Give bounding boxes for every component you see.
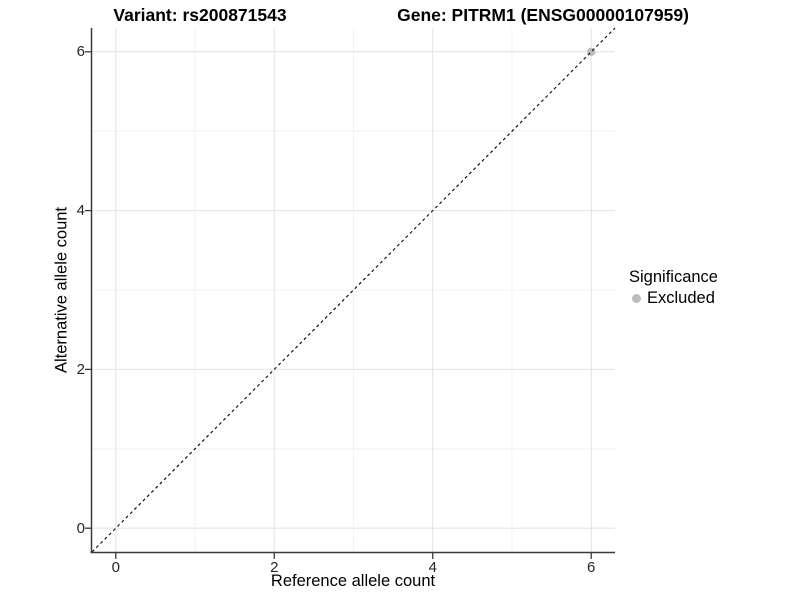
excluded-point-swatch-icon bbox=[632, 294, 641, 303]
legend: Significance Excluded bbox=[629, 268, 718, 308]
x-tick-label: 6 bbox=[587, 559, 596, 576]
x-tick-label: 4 bbox=[428, 559, 437, 576]
y-tick-label: 0 bbox=[76, 519, 85, 537]
y-axis-title: Alternative allele count bbox=[52, 206, 71, 374]
y-tick-label: 4 bbox=[76, 202, 85, 220]
x-tick-label: 0 bbox=[111, 559, 120, 576]
y-tick-label: 6 bbox=[76, 43, 85, 61]
legend-item-excluded: Excluded bbox=[629, 289, 718, 308]
plot-title-gene: Gene: PITRM1 (ENSG00000107959) bbox=[397, 5, 689, 25]
x-tick-label: 2 bbox=[270, 559, 279, 576]
legend-item-label: Excluded bbox=[647, 289, 715, 307]
plot-title-variant: Variant: rs200871543 bbox=[113, 5, 287, 25]
legend-title: Significance bbox=[629, 268, 718, 286]
x-axis-title: Reference allele count bbox=[270, 572, 436, 590]
y-tick-label: 2 bbox=[76, 360, 85, 378]
